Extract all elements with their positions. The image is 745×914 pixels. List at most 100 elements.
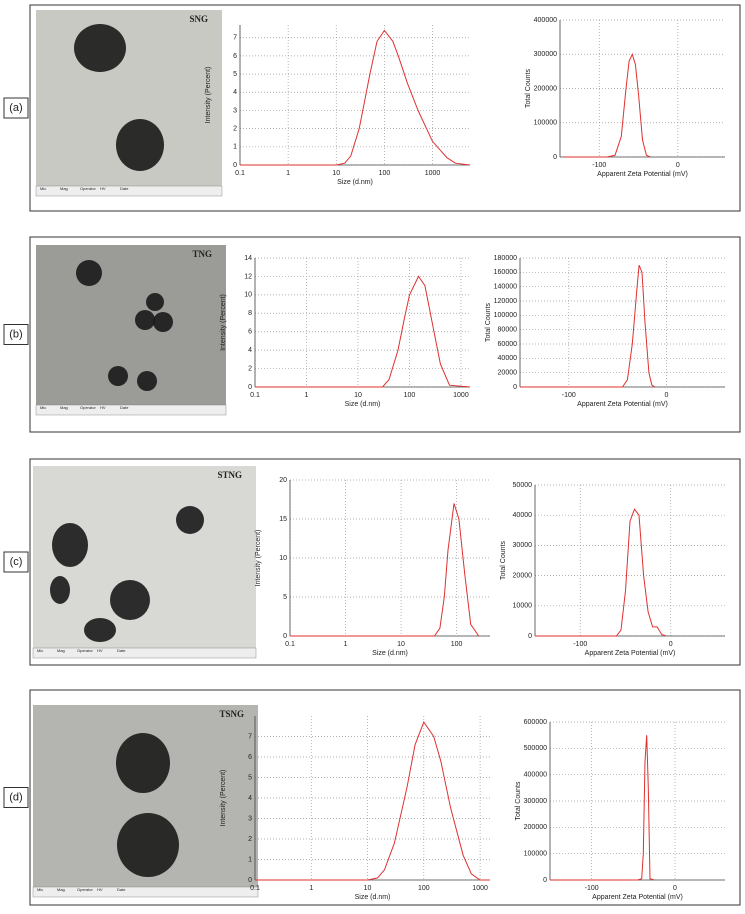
x-tick-label: 10 [332, 170, 340, 177]
x-tick-label: 100 [418, 885, 430, 892]
panel-label-box [3, 551, 29, 573]
x-tick-label: 0 [673, 885, 677, 892]
size-curve [520, 265, 655, 388]
particle [146, 293, 164, 311]
y-tick-label: 6 [233, 53, 237, 60]
size-curve [255, 275, 471, 388]
y-tick-label: 4 [248, 347, 252, 354]
y-tick-label: 15 [279, 516, 287, 523]
panel-label: (b) [9, 328, 22, 340]
footer-label: Mag [57, 887, 65, 892]
y-tick-label: 20 [279, 477, 287, 484]
size-curve [290, 503, 480, 637]
micrograph-footer [32, 647, 257, 659]
y-tick-label: 20000 [498, 370, 518, 377]
panel-box [29, 458, 741, 666]
y-axis-label: Intensity (Percent) [255, 530, 262, 587]
x-tick-label: -100 [573, 641, 587, 648]
panel-box [29, 236, 741, 433]
particle [50, 576, 70, 604]
y-tick-label: 40000 [498, 355, 518, 362]
y-tick-label: 10 [279, 555, 287, 562]
panel-box [29, 4, 741, 212]
image-label: TNG [192, 249, 212, 259]
y-tick-label: 30000 [513, 542, 533, 549]
particle [116, 119, 164, 171]
footer-label: HV [97, 648, 103, 653]
panel-label: (c) [10, 556, 23, 568]
y-tick-label: 60000 [498, 341, 518, 348]
particle [74, 24, 126, 72]
footer-label: Mic [37, 648, 43, 653]
x-axis-label: Size (d.nm) [355, 894, 391, 901]
footer-label: Operator [80, 186, 96, 191]
particle [137, 371, 157, 391]
y-tick-label: 0 [248, 384, 252, 391]
y-tick-label: 1 [233, 144, 237, 151]
micrograph [36, 245, 226, 415]
footer-label: Mag [60, 405, 68, 410]
x-tick-label: 0.1 [250, 392, 260, 399]
particle [153, 312, 173, 332]
x-tick-label: -100 [562, 392, 576, 399]
y-axis-label: Total Counts [525, 69, 532, 108]
x-tick-label: 10 [397, 641, 405, 648]
footer-label: Mag [57, 648, 65, 653]
y-tick-label: 200000 [534, 85, 557, 92]
image-label: TSNG [219, 709, 244, 719]
footer-label: Date [117, 648, 126, 653]
y-tick-label: 6 [248, 329, 252, 336]
x-tick-label: 10 [364, 885, 372, 892]
y-tick-label: 500000 [524, 745, 547, 752]
y-tick-label: 0 [233, 162, 237, 169]
y-tick-label: 4 [233, 89, 237, 96]
y-tick-label: 2 [248, 836, 252, 843]
x-tick-label: 1 [309, 885, 313, 892]
y-tick-label: 12 [244, 273, 252, 280]
x-tick-label: 1 [344, 641, 348, 648]
x-tick-label: 0.1 [235, 170, 245, 177]
y-tick-label: 120000 [494, 298, 517, 305]
y-tick-label: 0 [513, 384, 517, 391]
particle [84, 618, 116, 642]
y-axis-label: Intensity (Percent) [205, 67, 212, 124]
y-tick-label: 5 [283, 594, 287, 601]
footer-label: HV [100, 405, 106, 410]
y-tick-label: 0 [283, 633, 287, 640]
footer-label: HV [100, 186, 106, 191]
y-tick-label: 0 [553, 154, 557, 161]
panel-label: (d) [9, 791, 22, 803]
y-axis-label: Intensity (Percent) [220, 294, 227, 351]
x-tick-label: 0.1 [250, 885, 260, 892]
y-tick-label: 8 [248, 310, 252, 317]
y-tick-label: 80000 [498, 327, 518, 334]
particle [116, 733, 170, 793]
x-tick-label: 0.1 [285, 641, 295, 648]
micrograph-footer [35, 185, 223, 197]
y-tick-label: 5 [248, 774, 252, 781]
y-axis-label: Total Counts [500, 541, 507, 580]
y-tick-label: 300000 [524, 798, 547, 805]
y-tick-label: 3 [248, 815, 252, 822]
y-tick-label: 3 [233, 107, 237, 114]
y-tick-label: 7 [248, 733, 252, 740]
particle [108, 366, 128, 386]
footer-label: HV [97, 887, 103, 892]
image-label: SNG [189, 14, 208, 24]
particle [135, 310, 155, 330]
y-tick-label: 0 [528, 633, 532, 640]
x-axis-label: Size (d.nm) [372, 650, 408, 657]
particle [76, 260, 102, 286]
x-tick-label: 1 [305, 392, 309, 399]
footer-label: Mic [40, 186, 46, 191]
y-tick-label: 180000 [494, 255, 517, 262]
x-tick-label: -100 [592, 162, 606, 169]
y-tick-label: 4 [248, 795, 252, 802]
y-tick-label: 10 [244, 292, 252, 299]
size-curve [563, 52, 651, 158]
footer-label: Mic [40, 405, 46, 410]
x-tick-label: -100 [585, 885, 599, 892]
panel-label-box [3, 97, 29, 119]
particle [52, 523, 88, 567]
